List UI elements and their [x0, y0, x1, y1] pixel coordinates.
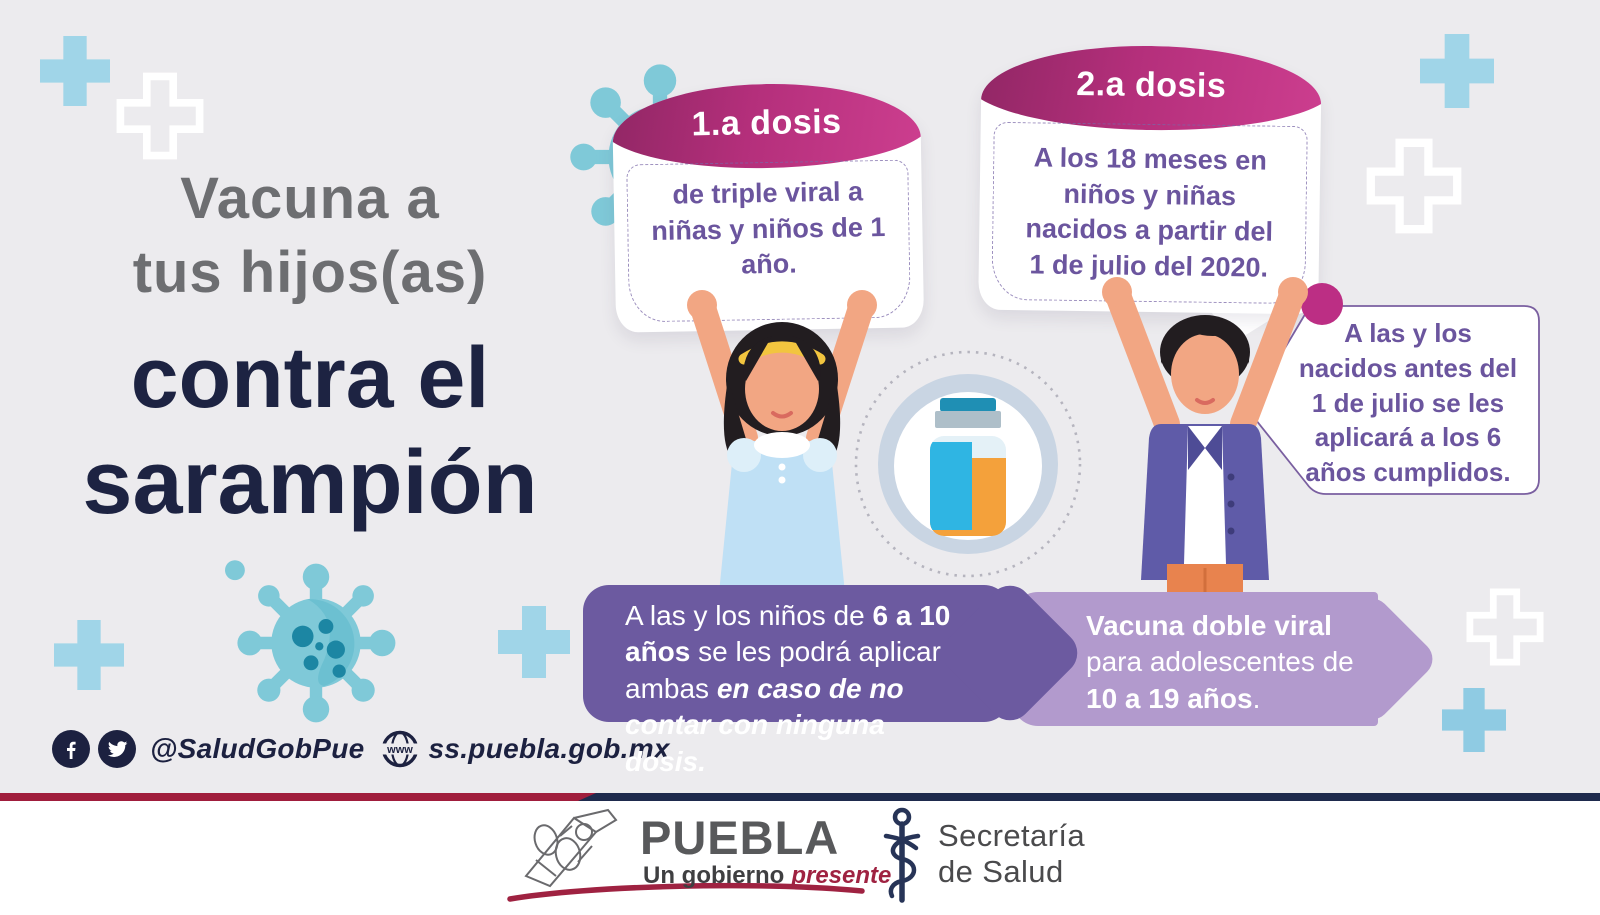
dose2-header-label: 2.a dosis	[1076, 64, 1227, 105]
dose2-header: 2.a dosis	[978, 43, 1322, 133]
title-line-2: tus hijos(as)	[132, 240, 488, 306]
svg-text:www: www	[387, 744, 414, 756]
title-line-4: sarampión	[82, 432, 538, 533]
plus-outline-icon	[1366, 138, 1462, 234]
divider-navy	[560, 793, 1600, 801]
banner-6-10-text: A las y los niños de 6 a 10 años se les …	[625, 600, 951, 777]
footer	[0, 801, 1600, 915]
social-handle[interactable]: @SaludGobPue	[150, 733, 365, 764]
banner-6-10	[583, 585, 1010, 722]
website-url[interactable]: ss.puebla.gob.mx	[428, 733, 670, 764]
plus-icon	[54, 620, 124, 690]
virus-icon	[225, 560, 396, 723]
www-globe-icon[interactable]: www	[378, 727, 422, 771]
plus-icon	[40, 36, 110, 106]
banner-doble-viral-text: Vacuna doble viral para adolescentes de …	[1086, 610, 1354, 714]
plus-icon	[1420, 34, 1494, 108]
brand-swoosh	[507, 882, 865, 902]
dose1-header: 1.a dosis	[611, 81, 925, 171]
health-caduceus-icon	[883, 807, 921, 903]
agency-name: Secretaría de Salud	[938, 818, 1086, 889]
page-title: Vacuna a tus hijos(as) contra el sarampi…	[55, 162, 565, 536]
plus-icon	[498, 606, 570, 678]
girl-illustration	[687, 290, 877, 613]
social-row: @SaludGobPue www ss.puebla.gob.mx	[52, 727, 684, 771]
bubble-text: A las y los nacidos antes del 1 de julio…	[1298, 318, 1518, 488]
plus-outline-icon	[116, 72, 204, 160]
facebook-icon[interactable]	[52, 730, 90, 768]
title-line-3: contra el	[130, 330, 490, 427]
brand-name: PUEBLA	[640, 811, 840, 864]
puebla-logo-art	[524, 808, 618, 888]
callout-bubble	[1246, 283, 1540, 495]
title-line-1: Vacuna a	[180, 166, 440, 231]
dose1-text: de triple viral a niñas y niños de 1 año…	[651, 176, 886, 280]
vaccine-vial-illustration	[854, 350, 1082, 578]
dose1-header-label: 1.a dosis	[691, 102, 842, 143]
plus-outline-icon	[1466, 588, 1544, 666]
twitter-icon[interactable]	[98, 730, 136, 768]
dose2-text: A los 18 meses en niños y niñas nacidos …	[1025, 142, 1274, 283]
divider-maroon	[0, 793, 596, 801]
brand-tagline: Un gobierno presente	[643, 862, 892, 889]
plus-icon	[1442, 688, 1506, 752]
